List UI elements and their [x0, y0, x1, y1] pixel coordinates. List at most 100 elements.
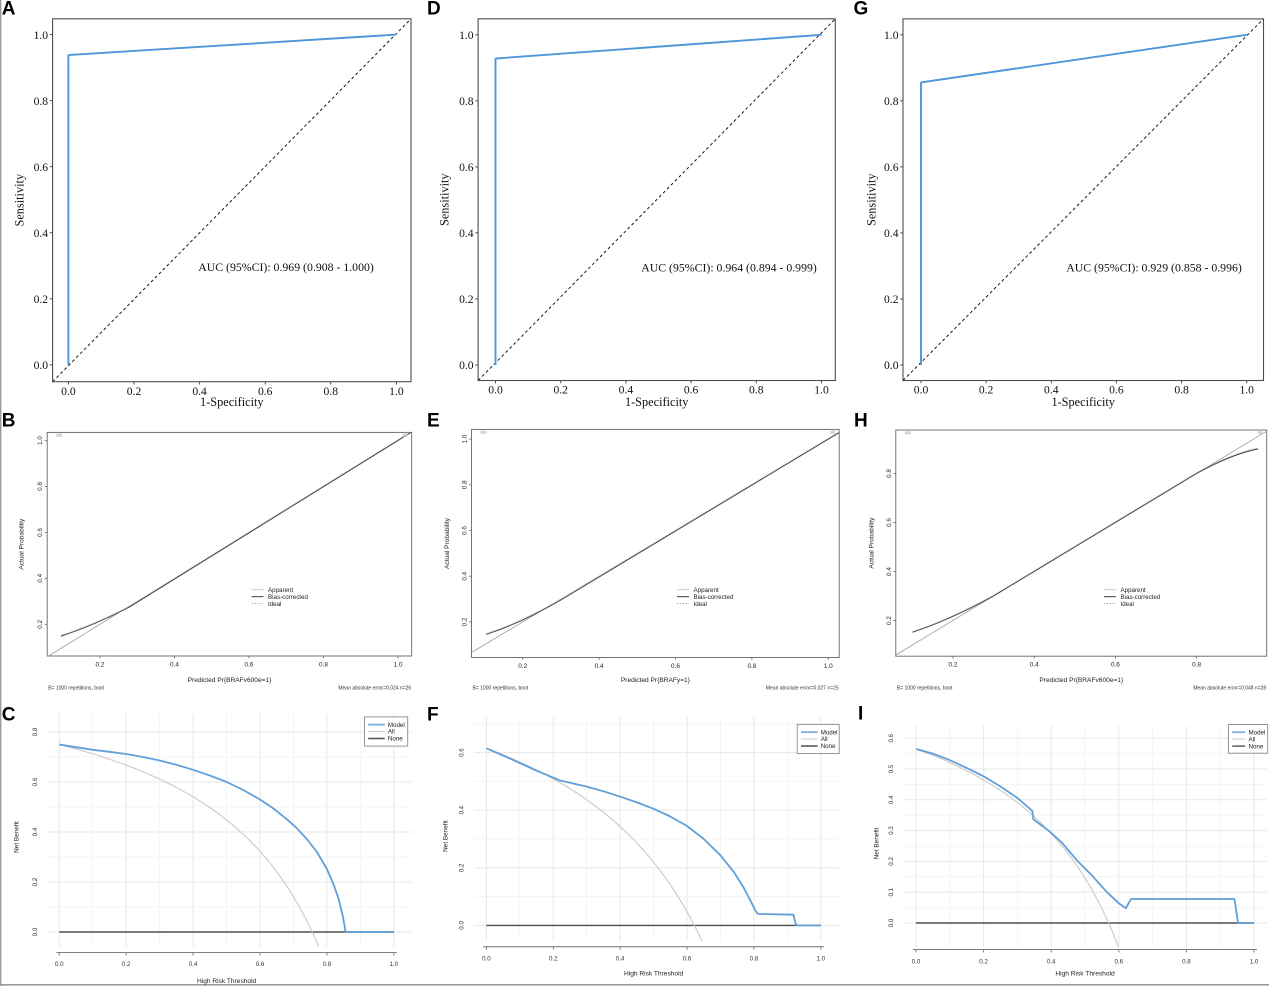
svg-text:0.8: 0.8	[884, 95, 899, 108]
svg-text:0.6: 0.6	[459, 748, 466, 757]
svg-text:0.6: 0.6	[1111, 662, 1120, 669]
svg-text:I: I	[858, 704, 863, 725]
svg-text:1-Specificity: 1-Specificity	[625, 395, 689, 409]
svg-text:1.0: 1.0	[824, 663, 833, 670]
svg-text:0.0: 0.0	[914, 384, 929, 397]
svg-text:0.4: 0.4	[34, 227, 49, 240]
svg-text:0.4: 0.4	[1044, 384, 1059, 397]
svg-text:0.1: 0.1	[888, 887, 895, 896]
svg-text:0.0: 0.0	[32, 927, 39, 936]
svg-text:0.8: 0.8	[319, 662, 328, 669]
svg-text:None: None	[821, 743, 836, 750]
svg-text:1.0: 1.0	[1239, 384, 1254, 397]
svg-text:Predicted Pr{BRAFv600e=1}: Predicted Pr{BRAFv600e=1}	[1039, 677, 1124, 684]
svg-text:0.0: 0.0	[488, 384, 503, 397]
svg-text:0.2: 0.2	[32, 877, 39, 886]
svg-text:0.8: 0.8	[749, 384, 764, 397]
svg-text:0.4: 0.4	[884, 227, 899, 240]
svg-text:0.6: 0.6	[459, 161, 474, 174]
svg-text:0.4: 0.4	[888, 795, 895, 804]
svg-text:0.4: 0.4	[459, 227, 474, 240]
svg-text:B= 1000 repetitions, boot: B= 1000 repetitions, boot	[897, 686, 953, 692]
svg-text:0.8: 0.8	[1174, 384, 1189, 397]
svg-text:High Risk Threshold: High Risk Threshold	[624, 971, 684, 978]
svg-text:Predicted Pr{BRAFv600e=1}: Predicted Pr{BRAFv600e=1}	[188, 677, 273, 684]
svg-text:1.0: 1.0	[459, 29, 474, 42]
svg-text:0.4: 0.4	[1030, 662, 1039, 669]
svg-text:0.0: 0.0	[884, 359, 899, 372]
svg-text:0.6: 0.6	[888, 733, 895, 742]
svg-text:AUC (95%CI): 0.969 (0.908 - 1.: AUC (95%CI): 0.969 (0.908 - 1.000)	[198, 260, 374, 274]
svg-text:Apparent: Apparent	[694, 587, 719, 594]
svg-text:Actual Probability: Actual Probability	[444, 517, 451, 569]
svg-text:0.8: 0.8	[32, 727, 39, 736]
svg-text:0.4: 0.4	[32, 827, 39, 836]
svg-text:0.4: 0.4	[170, 662, 179, 669]
svg-text:0.6: 0.6	[684, 384, 699, 397]
svg-text:0.8: 0.8	[459, 95, 474, 108]
svg-text:0.0: 0.0	[55, 961, 64, 968]
svg-text:Mean absolute error=0.024 n=26: Mean absolute error=0.024 n=26	[338, 686, 411, 692]
svg-text:0.6: 0.6	[258, 385, 273, 398]
svg-text:Bias-corrected: Bias-corrected	[1121, 594, 1161, 601]
svg-text:0.2: 0.2	[462, 617, 469, 626]
svg-text:0.8: 0.8	[1192, 662, 1201, 669]
svg-text:0.6: 0.6	[1109, 384, 1124, 397]
svg-text:0.2: 0.2	[979, 959, 988, 966]
svg-text:Model: Model	[1249, 729, 1266, 736]
svg-text:0.4: 0.4	[459, 805, 466, 814]
svg-text:0.8: 0.8	[886, 469, 893, 478]
svg-text:0.2: 0.2	[888, 857, 895, 866]
svg-text:0.2: 0.2	[122, 961, 131, 968]
svg-text:0.8: 0.8	[323, 961, 332, 968]
svg-text:Net Benefit: Net Benefit	[14, 821, 21, 853]
svg-text:0.4: 0.4	[1047, 959, 1056, 966]
svg-text:G: G	[854, 0, 869, 19]
svg-text:0.4: 0.4	[37, 573, 44, 582]
svg-text:0.6: 0.6	[683, 956, 692, 963]
svg-text:1.0: 1.0	[816, 956, 825, 963]
svg-text:0.6: 0.6	[32, 777, 39, 786]
svg-text:0.6: 0.6	[884, 161, 899, 174]
svg-text:0.4: 0.4	[886, 567, 893, 576]
svg-text:0.2: 0.2	[884, 293, 899, 306]
svg-text:None: None	[1249, 743, 1264, 750]
svg-text:1.0: 1.0	[814, 384, 829, 397]
svg-text:1-Specificity: 1-Specificity	[1051, 395, 1115, 409]
svg-text:0.5: 0.5	[888, 764, 895, 773]
svg-text:0.4: 0.4	[616, 956, 625, 963]
svg-text:0.6: 0.6	[256, 961, 265, 968]
svg-text:Predicted Pr{BRAFy=1}: Predicted Pr{BRAFy=1}	[621, 677, 691, 684]
svg-text:0.2: 0.2	[549, 956, 558, 963]
svg-text:0.8: 0.8	[750, 956, 759, 963]
svg-text:0.8: 0.8	[462, 480, 469, 489]
svg-text:Apparent: Apparent	[1121, 587, 1146, 594]
svg-text:0.4: 0.4	[189, 961, 198, 968]
svg-text:A: A	[2, 0, 16, 19]
svg-text:B: B	[2, 411, 16, 432]
svg-text:Actual Probability: Actual Probability	[868, 517, 875, 569]
svg-text:All: All	[821, 736, 828, 743]
svg-text:0.2: 0.2	[459, 293, 474, 306]
svg-text:0.2: 0.2	[518, 663, 527, 670]
svg-text:0.2: 0.2	[459, 863, 466, 872]
svg-text:Apparent: Apparent	[268, 587, 293, 594]
svg-text:Sensitivity: Sensitivity	[438, 173, 452, 226]
svg-text:High Risk Threshold: High Risk Threshold	[197, 978, 257, 985]
svg-text:C: C	[2, 705, 16, 726]
svg-text:0.6: 0.6	[245, 662, 254, 669]
svg-text:Model: Model	[388, 722, 405, 729]
svg-text:Bias-corrected: Bias-corrected	[694, 594, 734, 601]
svg-text:0.6: 0.6	[671, 663, 680, 670]
svg-text:Ideal: Ideal	[1121, 601, 1134, 608]
svg-text:AUC (95%CI): 0.929 (0.858 - 0.: AUC (95%CI): 0.929 (0.858 - 0.996)	[1066, 261, 1242, 275]
svg-text:0.0: 0.0	[61, 385, 76, 398]
svg-text:0.4: 0.4	[595, 663, 604, 670]
svg-text:0.8: 0.8	[34, 95, 49, 108]
svg-text:1.0: 1.0	[1250, 959, 1259, 966]
svg-text:Bias-corrected: Bias-corrected	[268, 594, 308, 601]
svg-text:0.4: 0.4	[192, 385, 207, 398]
svg-text:0.2: 0.2	[886, 616, 893, 625]
svg-text:0.2: 0.2	[979, 384, 994, 397]
svg-text:E: E	[427, 411, 440, 432]
